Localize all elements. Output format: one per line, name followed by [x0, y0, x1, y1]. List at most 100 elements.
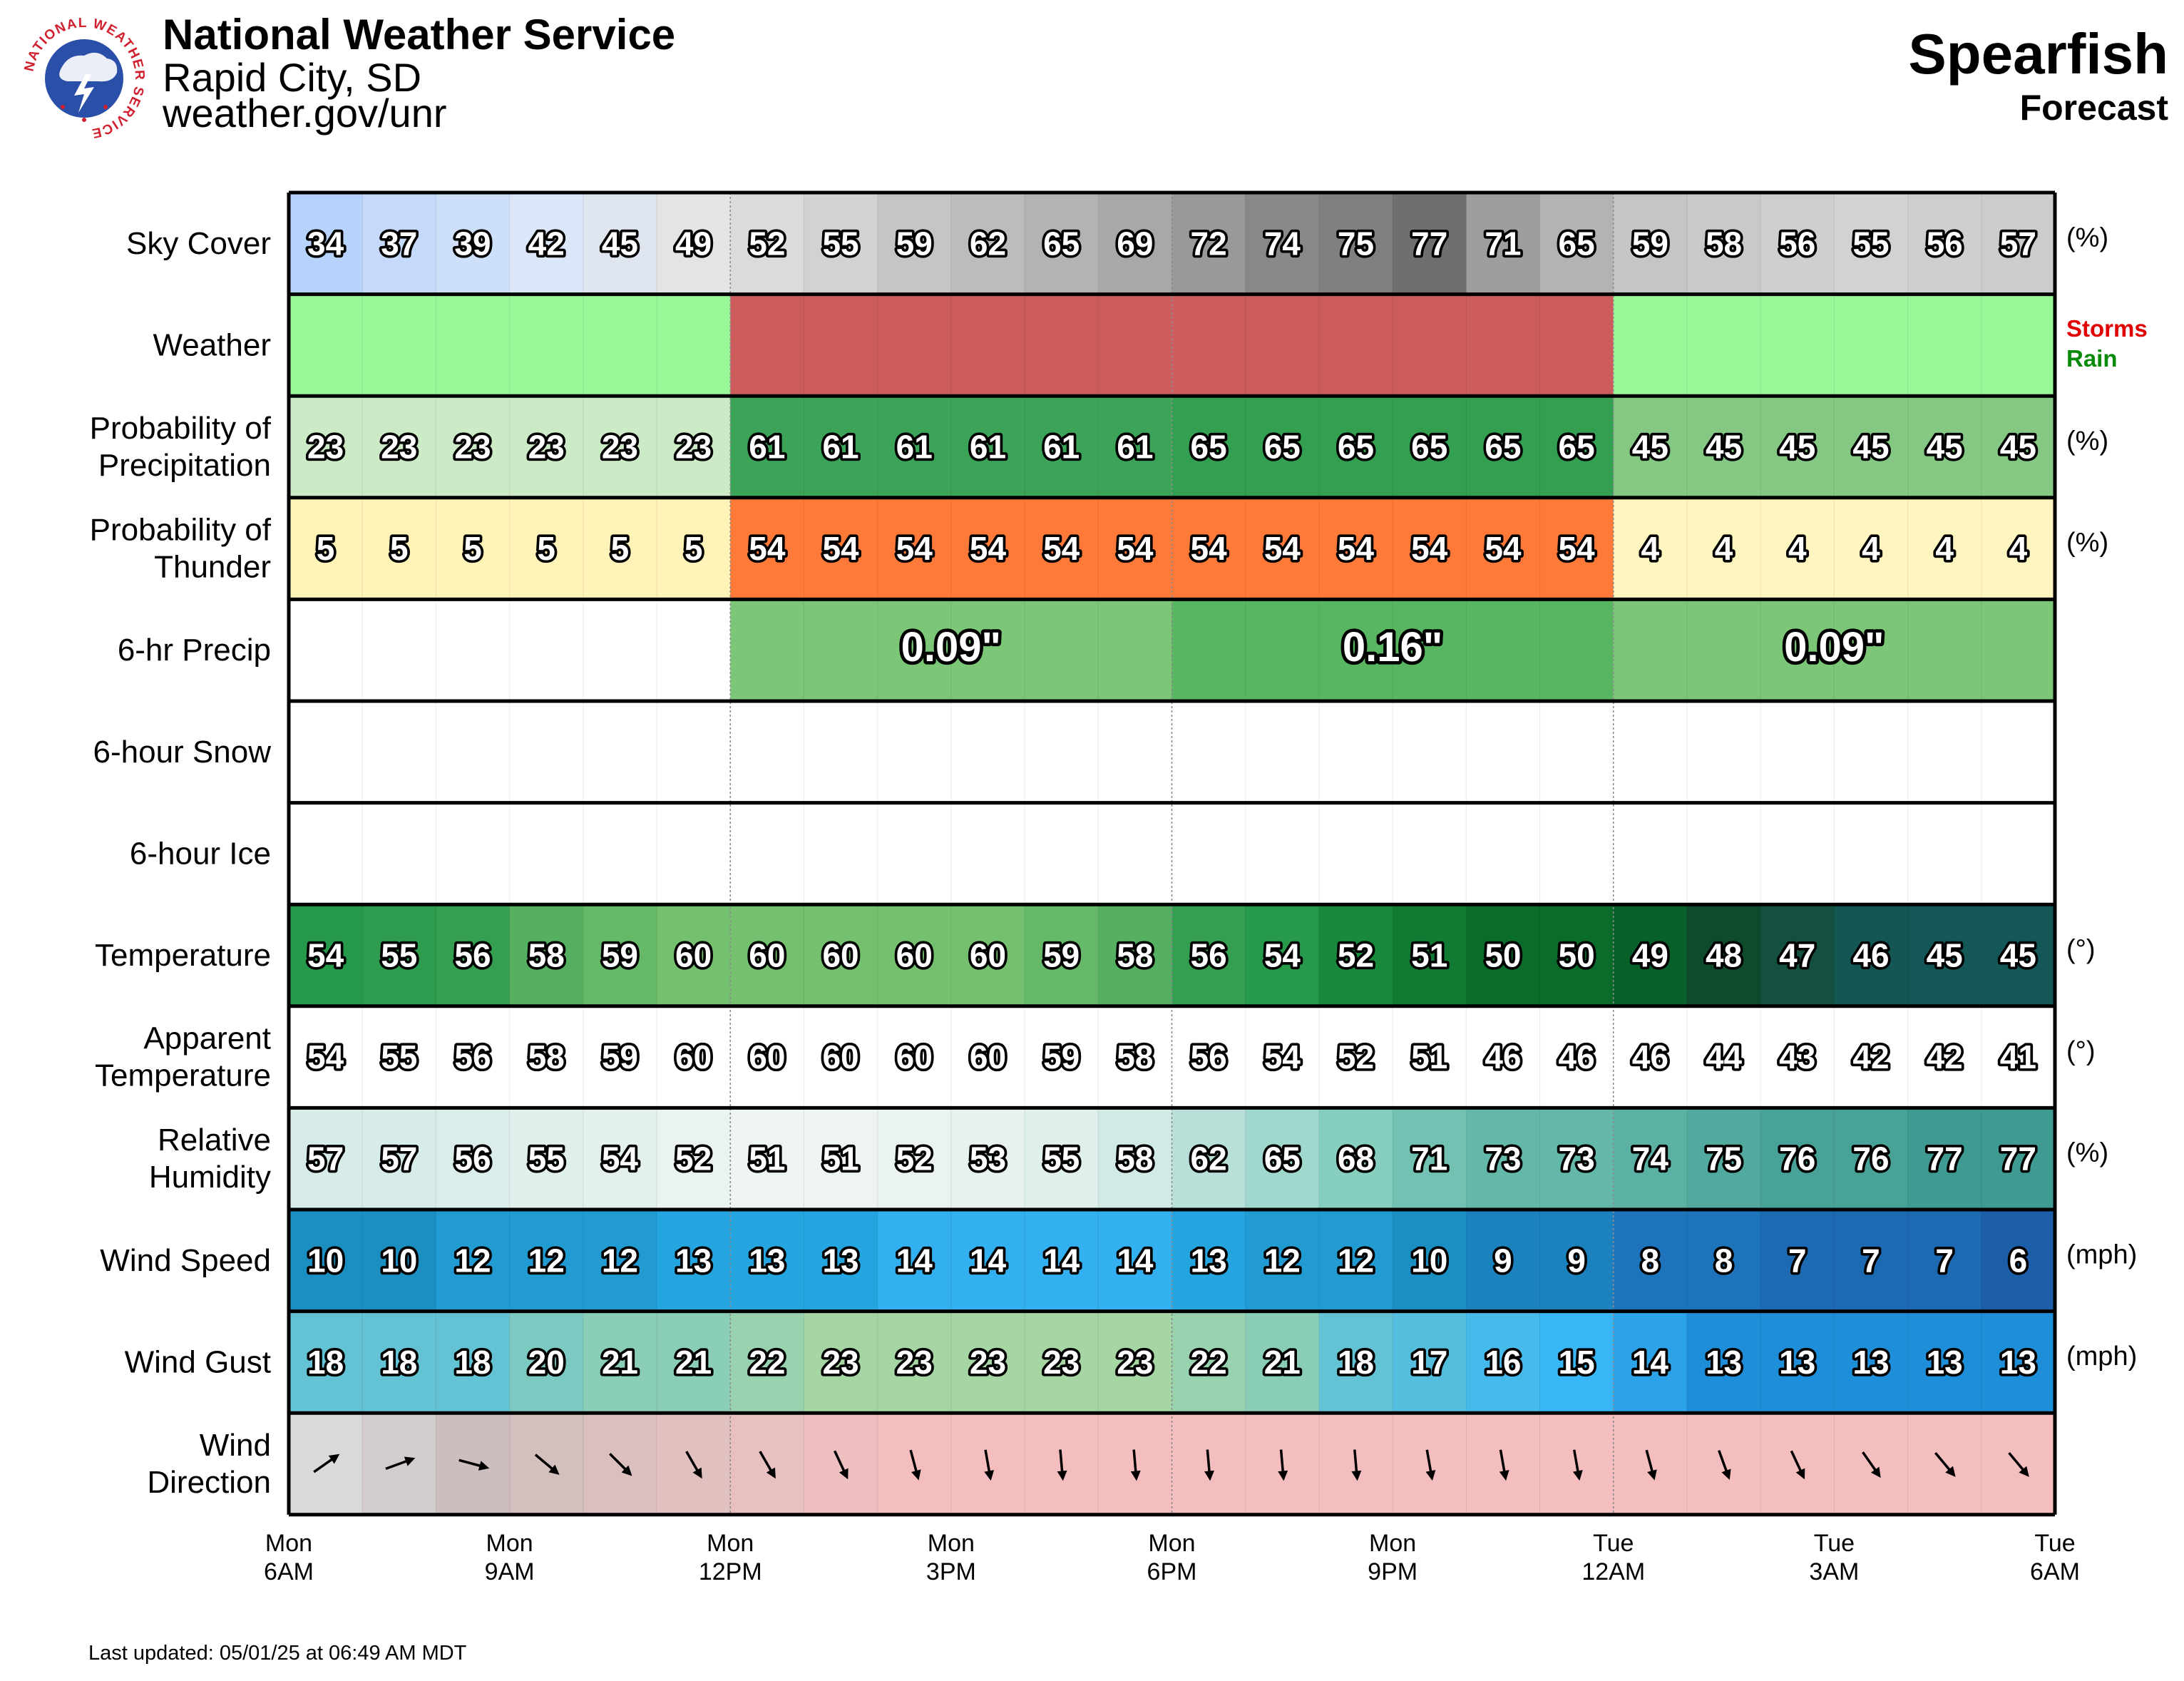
agency-title: National Weather Service [163, 11, 676, 58]
cell-gust [657, 1311, 731, 1414]
row-label-temp: Temperature [95, 938, 271, 973]
value-rh: 53 [970, 1140, 1006, 1177]
value-rh: 55 [1043, 1140, 1080, 1177]
x-tick-label: Mon [486, 1530, 533, 1557]
cell-gust [1613, 1311, 1688, 1414]
cell-thunder [1760, 497, 1835, 600]
value-pop: 65 [1485, 429, 1521, 466]
cell-rh [1025, 1108, 1099, 1210]
row-label-apparent: Apparent [143, 1021, 271, 1056]
cell-gust [509, 1311, 584, 1414]
value-gust: 18 [1338, 1344, 1374, 1381]
value-pop: 45 [1927, 429, 1963, 466]
x-tick-label: Mon [265, 1530, 312, 1557]
cell-temp [1098, 904, 1172, 1006]
value-thunder: 5 [611, 530, 630, 567]
cell-wspd [1466, 1210, 1541, 1312]
row-label-gust: Wind Gust [125, 1344, 271, 1379]
cell-temp [1834, 904, 1909, 1006]
value-pop: 61 [970, 429, 1006, 466]
value-gust: 13 [1706, 1344, 1742, 1381]
x-tick-label: 12PM [699, 1558, 762, 1585]
x-tick-label: Mon [1369, 1530, 1416, 1557]
row-label-weather: Weather [153, 327, 272, 362]
value-wspd: 12 [528, 1242, 565, 1279]
cell-gust [877, 1311, 952, 1414]
nws-logo: NATIONAL WEATHER SERVICE [20, 14, 148, 143]
cell-rh [1393, 1108, 1467, 1210]
cell-gust [1466, 1311, 1541, 1414]
cell-wspd [1025, 1210, 1099, 1312]
cell-pop [362, 396, 436, 498]
value-pop: 45 [1632, 429, 1668, 466]
cell-wspd [1539, 1210, 1614, 1312]
value-temp: 54 [1264, 937, 1301, 974]
cell-thunder [436, 497, 511, 600]
cell-temp [1245, 904, 1320, 1006]
value-sky: 58 [1706, 225, 1742, 262]
precip-block [730, 599, 1172, 701]
value-sky: 42 [528, 225, 565, 262]
cell-pop [657, 396, 731, 498]
cell-sky [436, 193, 511, 295]
cell-rh [289, 1108, 363, 1210]
wind-arrow [1278, 1449, 1288, 1481]
cell-temp [1907, 904, 1982, 1006]
wind-arrow [1425, 1449, 1436, 1481]
value-apparent: 54 [307, 1038, 344, 1075]
row-unit-temp: (°) [2066, 935, 2096, 965]
value-gust: 14 [1632, 1344, 1669, 1381]
cell-pop [1907, 396, 1982, 498]
cell-temp [583, 904, 657, 1006]
cell-gust [1172, 1311, 1246, 1414]
cell-pop [1613, 396, 1688, 498]
wind-arrow [1934, 1452, 1956, 1477]
cell-thunder [950, 497, 1025, 600]
value-sky: 56 [1927, 225, 1963, 262]
value-temp: 49 [1632, 937, 1668, 974]
x-tick-label: 6PM [1147, 1558, 1197, 1585]
cell-gust [1318, 1311, 1393, 1414]
value-sky: 74 [1264, 225, 1301, 262]
cell-sky [1760, 193, 1835, 295]
cell-sky [1907, 193, 1982, 295]
value-apparent: 46 [1632, 1038, 1668, 1075]
cell-pop [804, 396, 878, 498]
cell-wspd [1613, 1210, 1688, 1312]
wind-arrow [1718, 1450, 1731, 1481]
value-temp: 56 [454, 937, 491, 974]
row-label-thunder: Thunder [154, 550, 271, 585]
value-sky: 59 [1632, 225, 1668, 262]
cell-thunder [1539, 497, 1614, 600]
cell-temp [1172, 904, 1246, 1006]
cell-gust [950, 1311, 1025, 1414]
value-gust: 13 [1927, 1344, 1963, 1381]
cell-sky [877, 193, 952, 295]
value-rh: 75 [1706, 1140, 1742, 1177]
cell-rh [509, 1108, 584, 1210]
value-sky: 59 [896, 225, 933, 262]
cell-wspd [583, 1210, 657, 1312]
value-wspd: 13 [822, 1242, 858, 1279]
value-sky: 65 [1559, 225, 1595, 262]
last-updated: Last updated: 05/01/25 at 06:49 AM MDT [88, 1642, 467, 1665]
value-temp: 52 [1338, 937, 1374, 974]
value-gust: 15 [1559, 1344, 1595, 1381]
value-gust: 23 [896, 1344, 933, 1381]
cell-pop [1393, 396, 1467, 498]
value-temp: 54 [307, 937, 344, 974]
cell-rh [1098, 1108, 1172, 1210]
cell-pop [436, 396, 511, 498]
wind-arrow [385, 1456, 416, 1470]
cell-thunder [1098, 497, 1172, 600]
value-apparent: 42 [1852, 1038, 1889, 1075]
value-temp: 60 [822, 937, 858, 974]
cell-wspd [950, 1210, 1025, 1312]
cell-sky [1539, 193, 1614, 295]
cell-pop [1466, 396, 1541, 498]
row-unit-pop: (%) [2066, 426, 2108, 456]
cell-sky [362, 193, 436, 295]
x-tick-label: Mon [707, 1530, 754, 1557]
row-unit-sky: (%) [2066, 223, 2108, 252]
cell-wspd [1393, 1210, 1467, 1312]
